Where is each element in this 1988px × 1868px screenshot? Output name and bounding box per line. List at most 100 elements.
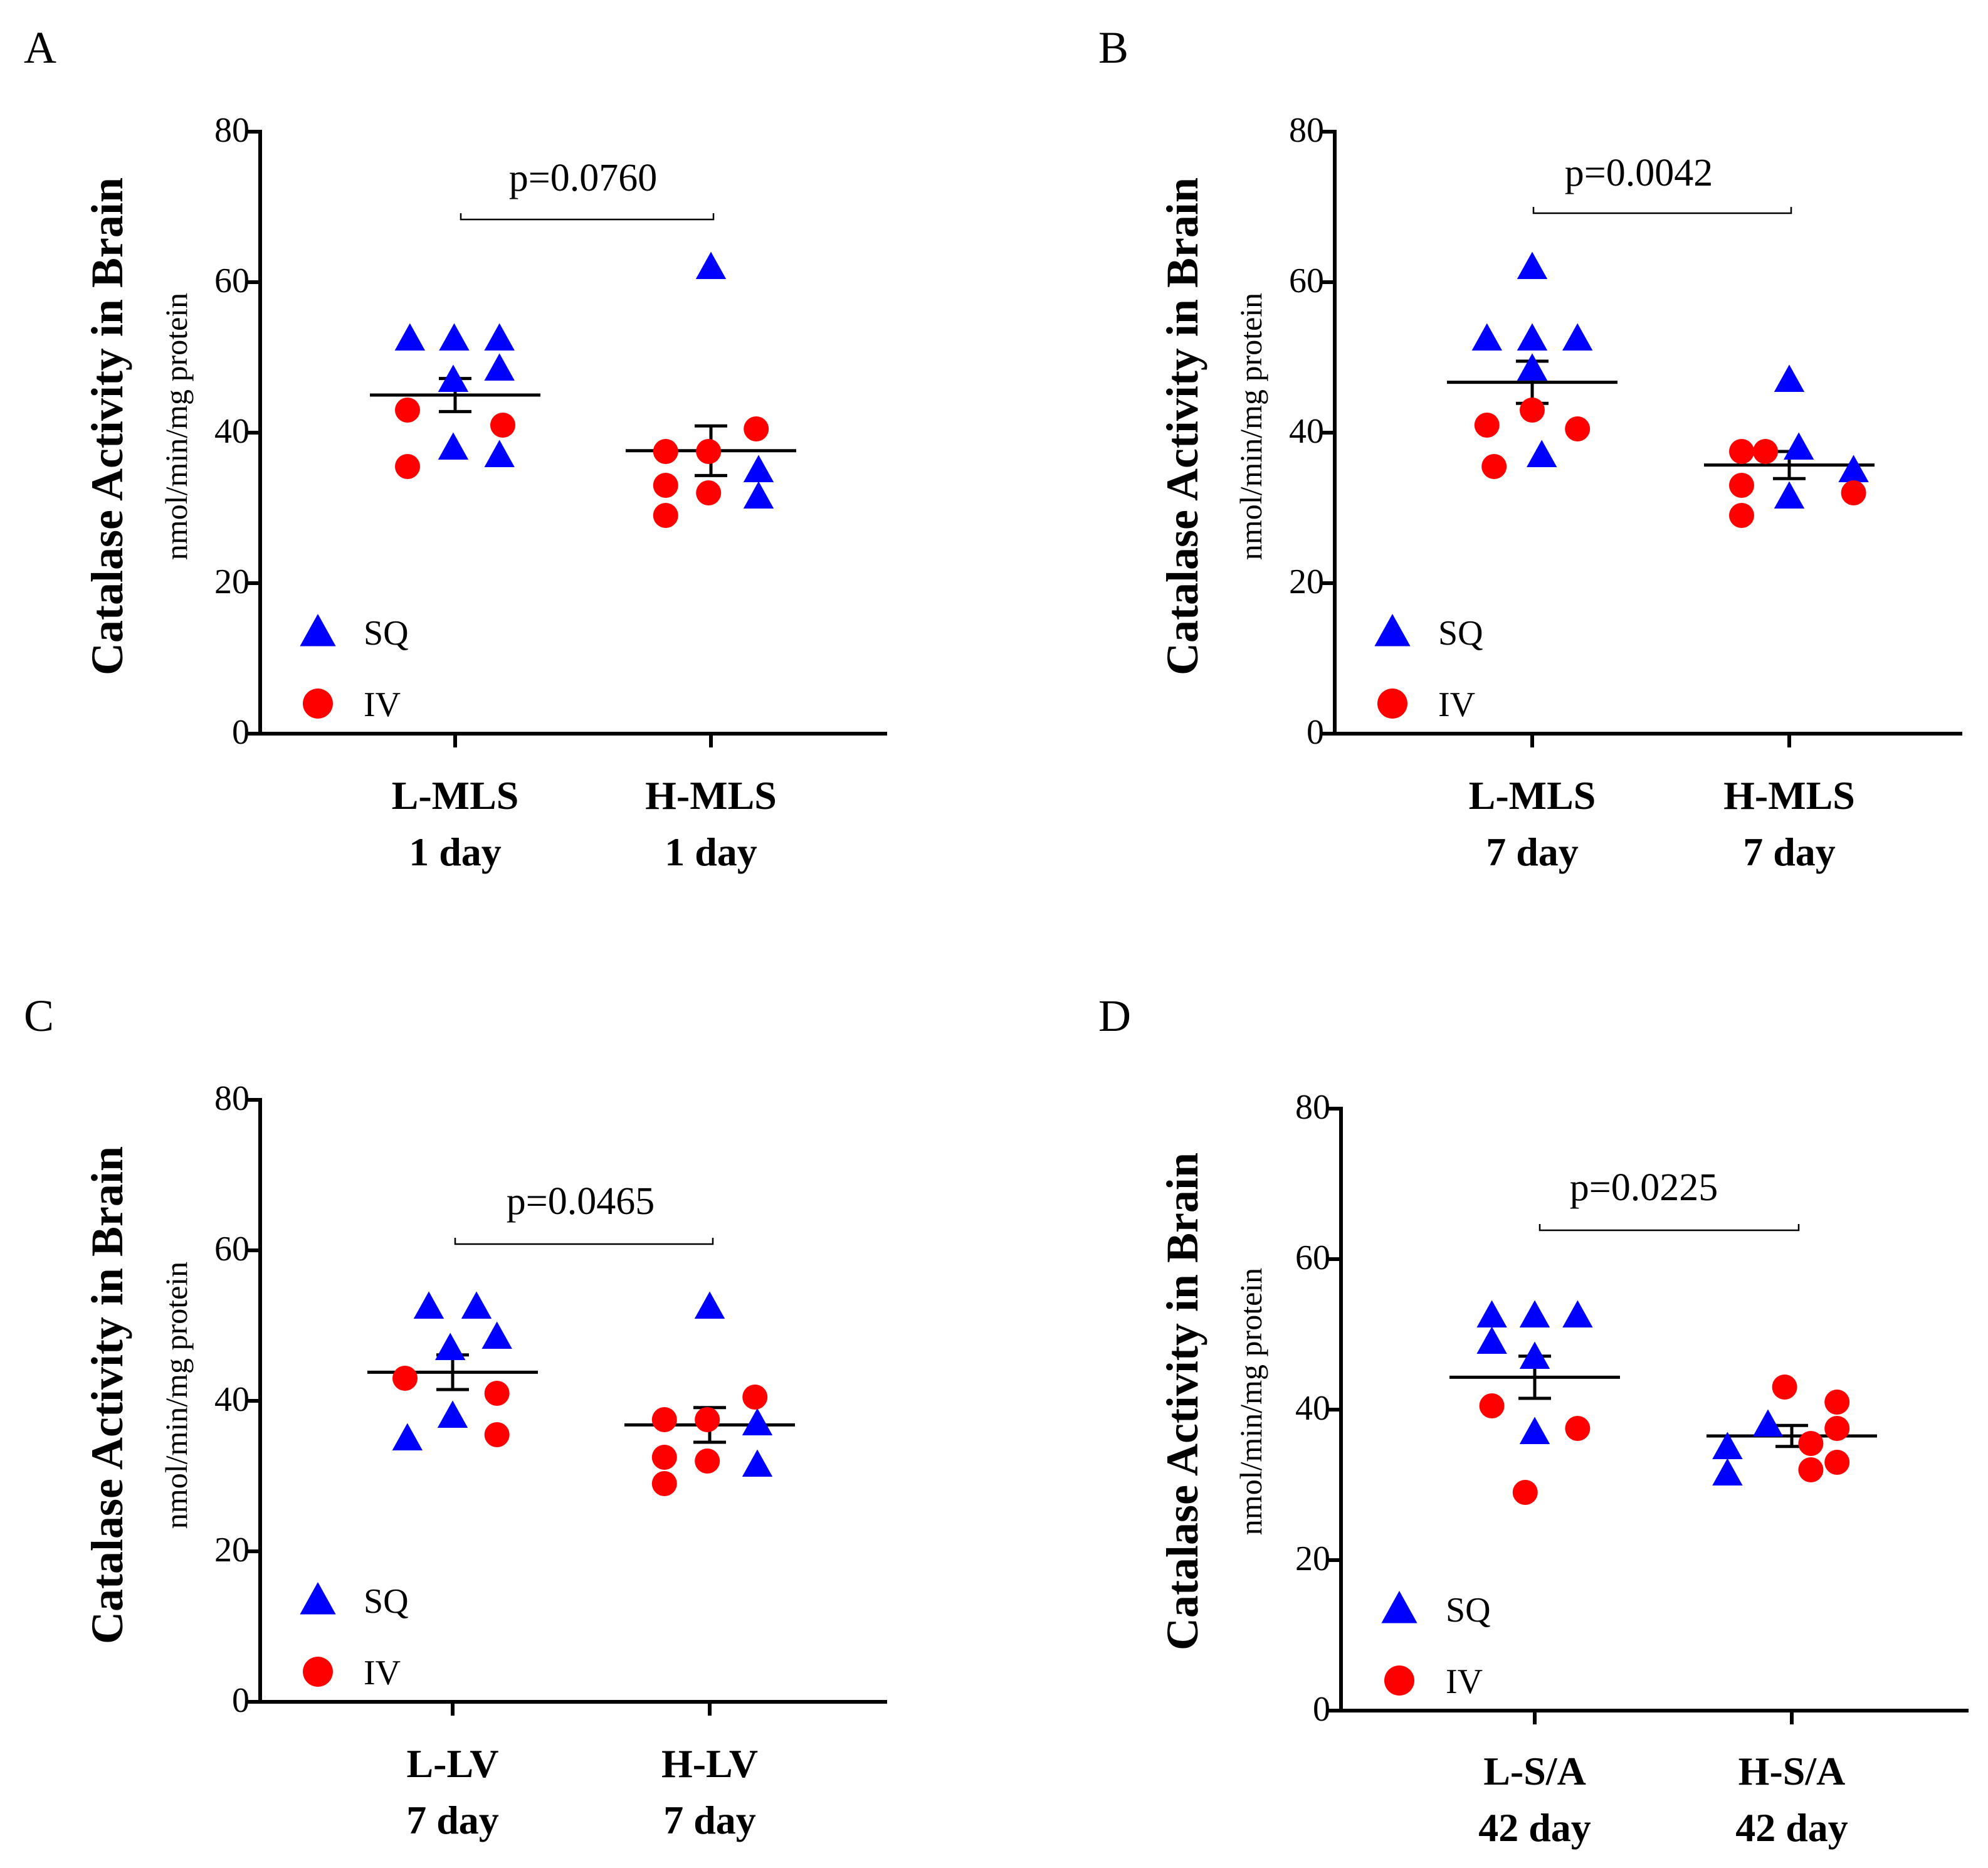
legend-sq-label: SQ: [1446, 1591, 1491, 1630]
iv-point: [1481, 454, 1507, 479]
legend-iv-marker: [303, 689, 333, 719]
iv-point: [1824, 1390, 1850, 1415]
y-tick-label: 0: [232, 713, 250, 752]
sq-point: [438, 364, 469, 393]
category-label-line1: H-MLS: [1723, 773, 1855, 818]
sq-point: [1774, 481, 1805, 509]
sq-point: [484, 323, 515, 351]
sq-point: [695, 251, 727, 280]
category-label-line1: L-S/A: [1483, 1749, 1586, 1793]
panel-letter-d: D: [1098, 991, 1131, 1041]
iv-point: [1798, 1457, 1824, 1482]
iv-point: [1565, 416, 1591, 441]
sq-point: [1784, 432, 1814, 460]
y-tick-label: 20: [214, 562, 250, 601]
sq-point: [1752, 1409, 1784, 1437]
legend-sq-marker: [1381, 1590, 1417, 1623]
y-tick-label: 40: [1295, 1389, 1330, 1428]
y-tick-label: 60: [1289, 261, 1324, 300]
iv-point: [395, 398, 420, 423]
iv-point: [1474, 413, 1500, 438]
iv-point: [653, 503, 678, 528]
sq-point: [484, 353, 515, 381]
legend-iv-label: IV: [364, 685, 401, 724]
iv-point: [651, 1445, 677, 1470]
category-label-line2: 42 day: [1478, 1805, 1591, 1850]
category-label-line2: 1 day: [665, 830, 757, 874]
y-tick-label: 20: [1295, 1539, 1330, 1578]
y-tick-label: 0: [232, 1681, 250, 1720]
legend-sq-label: SQ: [364, 1582, 409, 1621]
category-label-line2: 1 day: [409, 830, 502, 874]
y-tick-label: 60: [214, 1230, 250, 1269]
legend-sq-marker: [300, 613, 336, 646]
p-value-label: p=0.0465: [507, 1180, 655, 1223]
sq-point: [1527, 440, 1557, 468]
legend-sq-label: SQ: [1438, 614, 1483, 653]
sq-point: [1476, 1300, 1507, 1328]
sq-point: [392, 1423, 423, 1451]
sq-point: [484, 440, 515, 468]
sq-point: [481, 1321, 512, 1349]
sq-point: [1774, 364, 1805, 393]
legend-iv-marker: [1377, 689, 1407, 719]
y-tick-label: 60: [1295, 1238, 1330, 1277]
sq-point: [1517, 353, 1548, 381]
y-axis-unit: nmol/min/mg protein: [1233, 1268, 1268, 1535]
category-label-line1: L-MLS: [1469, 773, 1596, 818]
sq-point: [742, 1449, 773, 1477]
category-label-line1: L-MLS: [392, 773, 519, 818]
iv-point: [1824, 1416, 1850, 1441]
y-tick-label: 80: [1295, 1088, 1330, 1127]
legend-sq-marker: [1374, 613, 1411, 646]
sq-point: [1838, 455, 1869, 483]
iv-point: [1729, 503, 1754, 528]
significance-bracket: [1532, 207, 1792, 214]
sq-point: [1712, 1432, 1743, 1460]
category-label-line2: 7 day: [1486, 830, 1579, 874]
sq-point: [742, 1408, 773, 1436]
iv-point: [1520, 398, 1545, 423]
y-tick-label: 80: [214, 111, 250, 150]
p-value-label: p=0.0225: [1570, 1166, 1718, 1209]
sq-point: [438, 432, 469, 460]
y-tick-label: 40: [214, 1380, 250, 1419]
y-tick-label: 20: [1289, 562, 1324, 601]
sq-point: [1471, 323, 1502, 351]
legend-iv-label: IV: [1446, 1662, 1483, 1701]
iv-point: [695, 1448, 720, 1474]
y-tick-label: 0: [1313, 1690, 1330, 1729]
sq-point: [437, 1400, 468, 1428]
legend-iv-label: IV: [1438, 685, 1475, 724]
sq-point: [1562, 1300, 1593, 1328]
sq-point: [1519, 1341, 1550, 1369]
iv-point: [1841, 480, 1866, 505]
panel-letter-c: C: [24, 991, 54, 1041]
category-label-line2: 7 day: [406, 1798, 499, 1842]
y-axis-unit: nmol/min/mg protein: [1233, 293, 1268, 560]
legend-sq-label: SQ: [364, 614, 409, 653]
iv-point: [1753, 439, 1778, 464]
iv-point: [695, 1407, 720, 1432]
iv-point: [1772, 1375, 1797, 1400]
y-tick-label: 20: [214, 1531, 250, 1570]
sq-point: [743, 455, 774, 483]
legend-iv-marker: [1384, 1665, 1414, 1696]
y-axis-title: Catalase Activity in Brain: [1157, 177, 1207, 675]
significance-bracket: [1538, 1224, 1800, 1232]
panel-letter-a: A: [24, 23, 56, 73]
panel-c: C Catalase Activity in Brain nmol/min/mg…: [24, 991, 887, 1842]
sq-point: [439, 323, 470, 351]
legend-iv-label: IV: [364, 1654, 401, 1692]
sq-point: [1517, 323, 1548, 351]
category-label-line1: H-LV: [661, 1741, 758, 1786]
y-tick-label: 40: [1289, 412, 1324, 451]
iv-point: [653, 439, 678, 464]
category-label-line1: H-S/A: [1738, 1749, 1846, 1793]
p-value-label: p=0.0760: [509, 157, 657, 199]
category-label-line1: H-MLS: [645, 773, 777, 818]
y-axis-unit: nmol/min/mg protein: [159, 293, 194, 560]
iv-point: [744, 416, 769, 441]
y-tick-label: 80: [1289, 111, 1324, 150]
